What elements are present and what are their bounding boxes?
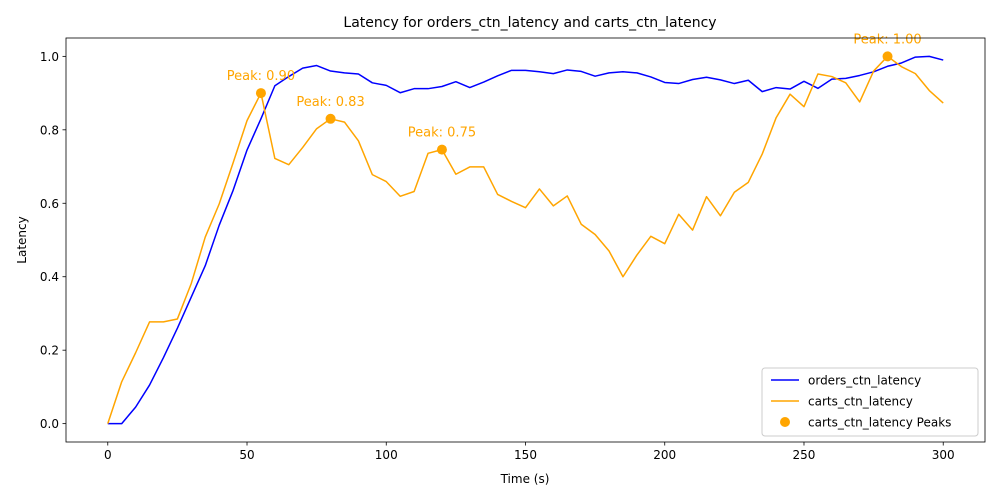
x-tick-label: 250 [793,448,816,462]
x-tick-label: 0 [104,448,112,462]
series-line-carts-ctn-latency [107,55,944,424]
peak-label: Peak: 1.00 [853,32,921,47]
x-tick-label: 300 [932,448,955,462]
y-axis-label: Latency [15,216,29,263]
legend-label: carts_ctn_latency [808,395,913,409]
peak-marker [436,144,447,155]
x-tick-label: 200 [653,448,676,462]
y-tick-label: 0.0 [40,417,59,431]
peak-marker [882,51,893,62]
series-line-orders-ctn-latency [107,55,944,425]
x-tick-label: 150 [514,448,537,462]
legend-box [761,367,979,437]
peak-label: Peak: 0.90 [227,69,295,84]
y-tick-label: 0.4 [40,270,59,284]
legend: orders_ctn_latency carts_ctn_latencycarts… [761,367,979,437]
y-tick-label: 0.2 [40,344,59,358]
peak-label: Peak: 0.83 [296,95,364,110]
x-tick-label: 50 [239,448,254,462]
y-tick-label: 0.8 [40,123,59,137]
x-tick-label: 100 [375,448,398,462]
legend-swatch-marker [780,417,790,427]
peak-label: Peak: 0.75 [408,126,476,141]
peak-marker [325,113,336,124]
chart-title: Latency for orders_ctn_latency and carts… [343,15,716,31]
x-axis-label: Time (s) [500,472,550,486]
y-tick-label: 1.0 [40,50,59,64]
y-tick-label: 0.6 [40,197,59,211]
peak-marker [255,88,266,99]
legend-label: orders_ctn_latency [808,374,921,388]
legend-label: carts_ctn_latency Peaks [808,416,951,430]
